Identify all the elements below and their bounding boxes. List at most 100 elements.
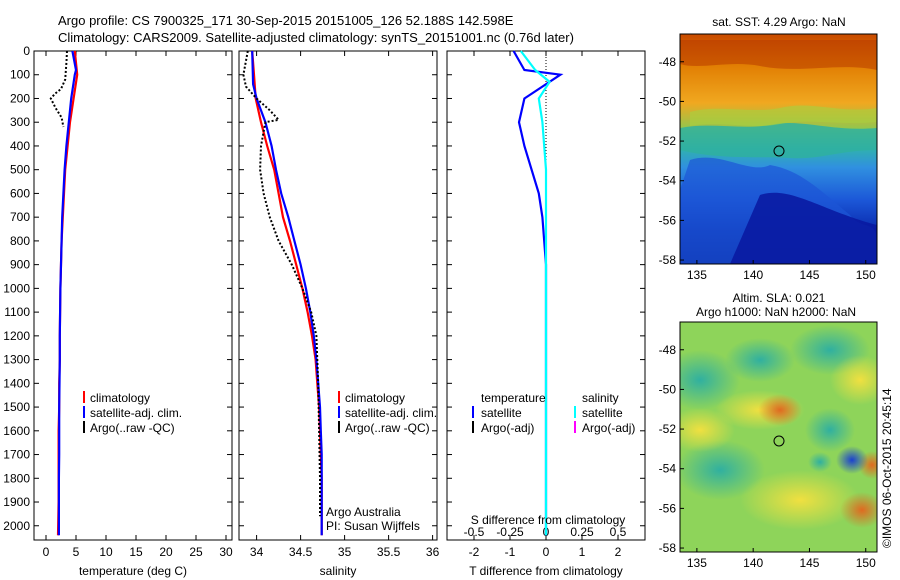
y-tick-label: 1600 (3, 424, 30, 438)
header-line2: Climatology: CARS2009. Satellite-adjuste… (58, 30, 574, 45)
x-axis-label: T difference from climatology (469, 564, 623, 578)
salinity-series-satellite-adj-clim- (251, 50, 323, 536)
y-tick-label: 700 (10, 210, 30, 224)
map-y-tick-label: -56 (659, 501, 677, 515)
x-axis-label: temperature (deg C) (79, 564, 187, 578)
salinity-legend: climatology satellite-adj. clim. Argo(..… (338, 391, 437, 435)
x-tick-label: 35 (338, 545, 352, 559)
x-tick-label: 2 (615, 545, 622, 559)
map-x-tick-label: 140 (743, 556, 763, 570)
legend-satellite-label: satellite-adj. clim. (90, 406, 182, 420)
map-y-tick-label: -50 (659, 94, 677, 108)
legend-argo-label: Argo(..raw -QC) (90, 421, 175, 435)
s-tick-label: 0.5 (610, 525, 627, 539)
legend-temperature-title: temperature (481, 391, 546, 405)
map-y-tick-label: -50 (659, 382, 677, 396)
legend-temp-argo-label: Argo(-adj) (481, 421, 534, 435)
y-tick-label: 800 (10, 234, 30, 248)
map-x-tick-label: 145 (799, 556, 819, 570)
x-tick-label: -1 (505, 545, 516, 559)
map-y-tick-label: -58 (659, 541, 677, 555)
x-tick-label: 0 (43, 545, 50, 559)
difference-series-salinity-satellite (519, 50, 552, 536)
difference-series-temperature-satellite (512, 50, 564, 536)
x-tick-label: 5 (73, 545, 80, 559)
y-tick-label: 100 (10, 68, 30, 82)
map-x-tick-label: 150 (856, 556, 876, 570)
x-tick-label: 1 (579, 545, 586, 559)
x-tick-label: -2 (469, 545, 480, 559)
y-tick-label: 1800 (3, 471, 30, 485)
temperature-plot: 0 5 10 15 20 25 30 temperature (deg C) 0 100 200 30… (3, 44, 233, 578)
argo-credit-line2: PI: Susan Wijffels (326, 519, 420, 533)
legend-satellite-label: satellite-adj. clim. (345, 406, 437, 420)
legend-temp-satellite-label: satellite (481, 406, 522, 420)
legend-climatology-label: climatology (345, 391, 405, 405)
legend-sal-argo-label: Argo(-adj) (582, 421, 635, 435)
y-tick-label: 1400 (3, 376, 30, 390)
difference-legend: temperature satellite Argo(-adj) salinit… (472, 391, 635, 435)
temperature-series-satellite-adj-clim- (57, 50, 78, 536)
float-marker-sla (773, 435, 785, 447)
x-tick-label: 34.5 (289, 545, 313, 559)
y-tick-label: 900 (10, 258, 30, 272)
imos-credit: ©IMOS 06-Oct-2015 20:45:14 (880, 388, 894, 548)
map-y-tick-label: -54 (659, 462, 677, 476)
sst-map-title: sat. SST: 4.29 Argo: NaN (712, 15, 845, 29)
x-axis-label: salinity (320, 564, 357, 578)
x-tick-label: 10 (99, 545, 113, 559)
y-tick-label: 1100 (4, 305, 30, 319)
s-tick-label: 0.25 (570, 525, 594, 539)
s-tick-label: -0.25 (496, 525, 524, 539)
y-tick-label: 1300 (3, 353, 30, 367)
temperature-legend: climatology satellite-adj. clim. Argo(..… (83, 391, 182, 435)
legend-salinity-title: salinity (582, 391, 619, 405)
header-line1: Argo profile: CS 7900325_171 30-Sep-2015… (58, 13, 514, 28)
x-tick-label: 25 (189, 545, 203, 559)
legend-climatology-label: climatology (90, 391, 150, 405)
y-tick-label: 1200 (3, 329, 30, 343)
x-tick-label: 30 (219, 545, 233, 559)
y-tick-label: 200 (10, 91, 30, 105)
temperature-plot-frame (33, 50, 233, 541)
legend-sal-satellite-label: satellite (582, 406, 623, 420)
x-tick-label: 36 (426, 545, 440, 559)
map-x-tick-label: 140 (743, 268, 763, 282)
sla-map-axes: 135 140 145 150 -48 -50 -52 -54 -56 -58 (659, 343, 876, 570)
map-y-tick-label: -58 (659, 253, 677, 267)
argo-credit-line1: Argo Australia (326, 505, 401, 519)
sla-map (680, 322, 877, 552)
x-tick-label: 15 (129, 545, 143, 559)
sst-map-axes: 135 140 145 150 -48 -50 -52 -54 -56 -58 (659, 55, 876, 282)
y-tick-label: 300 (10, 115, 30, 129)
s-difference-axis-title: S difference from climatology (471, 513, 626, 527)
s-tick-label: -0.5 (464, 525, 485, 539)
y-tick-label: 1500 (3, 400, 30, 414)
y-tick-label: 1000 (3, 281, 30, 295)
x-tick-label: 20 (159, 545, 173, 559)
map-y-tick-label: -56 (659, 213, 677, 227)
x-tick-label: 0 (543, 545, 550, 559)
map-x-tick-label: 135 (687, 556, 707, 570)
sla-map-title2: Argo h1000: NaN h2000: NaN (696, 305, 856, 319)
map-x-tick-label: 135 (687, 268, 707, 282)
y-tick-label: 0 (23, 44, 30, 58)
x-tick-label: 34 (250, 545, 264, 559)
sla-map-title1: Altim. SLA: 0.021 (733, 291, 826, 305)
x-tick-label: 35.5 (377, 545, 401, 559)
sst-map-frame (679, 33, 878, 265)
legend-argo-label: Argo(..raw -QC) (345, 421, 430, 435)
float-marker-sst (773, 145, 785, 157)
y-tick-label: 600 (10, 186, 30, 200)
y-tick-label: 1700 (3, 448, 30, 462)
map-y-tick-label: -54 (659, 174, 677, 188)
salinity-plot-frame (238, 50, 438, 541)
sst-map (680, 34, 877, 264)
map-y-tick-label: -48 (659, 343, 677, 357)
sla-map-frame (679, 321, 878, 553)
y-tick-label: 500 (10, 163, 30, 177)
temperature-series-argo-raw-qc- (49, 50, 68, 128)
salinity-series-argo-raw-qc- (242, 50, 321, 517)
